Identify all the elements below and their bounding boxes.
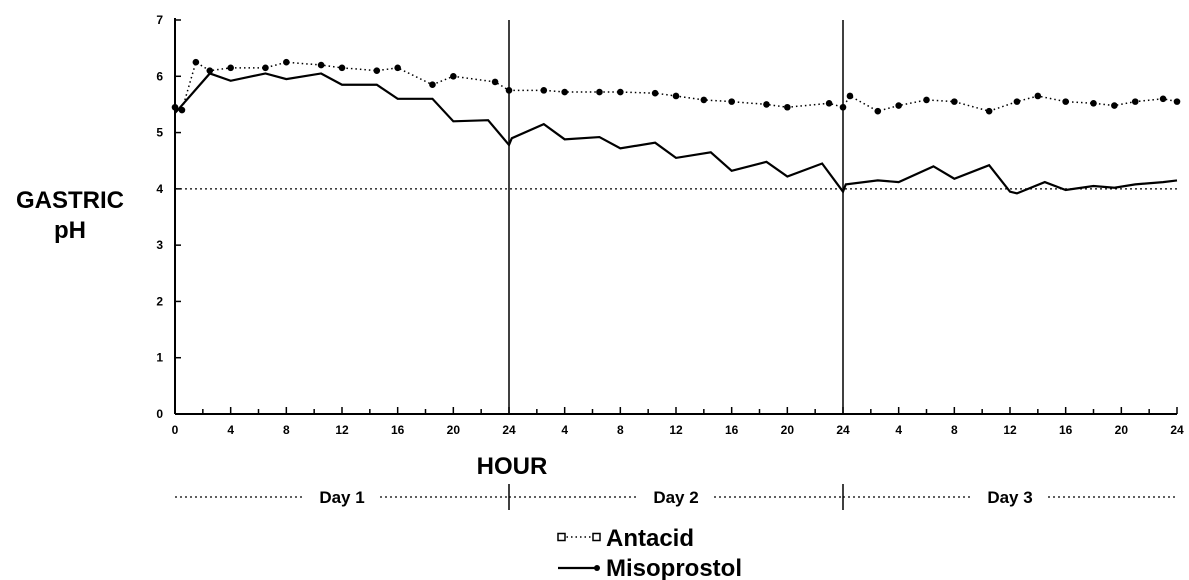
day-label: Day 2 — [653, 488, 698, 507]
y-tick-label: 7 — [156, 13, 163, 27]
x-tick-label: 24 — [836, 423, 850, 437]
series-antacid-point — [1111, 102, 1118, 109]
y-tick-label: 6 — [156, 69, 163, 83]
y-tick-label: 4 — [156, 182, 163, 196]
y-tick-label: 5 — [156, 126, 163, 140]
series-antacid-point — [839, 103, 847, 111]
x-tick-label: 12 — [1003, 423, 1017, 437]
series-antacid-point — [700, 96, 708, 104]
x-tick-label: 12 — [669, 423, 683, 437]
series-antacid-point — [617, 88, 624, 96]
series-antacid-point — [317, 61, 325, 69]
x-axis-label: HOUR — [477, 453, 548, 480]
y-tick-label: 0 — [156, 407, 163, 421]
x-tick-label: 0 — [172, 423, 179, 437]
series-antacid-point — [951, 98, 958, 105]
series-antacid-point — [262, 64, 269, 72]
y-tick-label: 3 — [156, 238, 163, 252]
series-antacid-point — [1173, 98, 1181, 105]
series-antacid-point — [338, 64, 346, 72]
x-tick-label: 20 — [781, 423, 795, 437]
day-label: Day 1 — [319, 488, 364, 507]
x-tick-label: 24 — [502, 423, 516, 437]
series-antacid-point — [895, 102, 902, 109]
x-tick-label: 24 — [1170, 423, 1184, 437]
series-antacid-point — [505, 87, 513, 94]
series-antacid-point — [491, 78, 499, 86]
series-antacid-point — [1090, 100, 1097, 107]
x-tick-label: 4 — [561, 423, 568, 437]
x-tick-label: 20 — [447, 423, 461, 437]
series-antacid-point — [728, 98, 735, 105]
legend-antacid-label: Antacid — [606, 525, 694, 552]
series-antacid-point — [985, 107, 993, 115]
x-tick-label: 8 — [283, 423, 290, 437]
series-antacid-line — [174, 61, 1178, 112]
y-axis-label-line1: GASTRIC — [16, 187, 124, 214]
legend-antacid-marker — [557, 532, 566, 542]
x-tick-label: 16 — [725, 423, 739, 437]
legend-antacid-marker — [592, 532, 601, 542]
x-tick-label: 8 — [951, 423, 958, 437]
x-tick-label: 12 — [335, 423, 349, 437]
series-antacid-point — [1013, 98, 1021, 105]
legend-misoprostol-end — [594, 565, 600, 571]
series-antacid-point — [450, 72, 457, 80]
x-tick-label: 4 — [227, 423, 234, 437]
series-antacid-point — [763, 101, 770, 108]
series-misoprostol-line — [174, 72, 1178, 195]
x-tick-label: 8 — [617, 423, 624, 437]
series-antacid-point — [651, 89, 659, 97]
day-label: Day 3 — [987, 488, 1032, 507]
series-antacid-point — [171, 103, 179, 111]
x-tick-label: 4 — [895, 423, 902, 437]
series-antacid-point — [874, 107, 882, 115]
series-antacid-point — [1034, 92, 1042, 100]
series-antacid-point — [373, 67, 381, 74]
y-tick-label: 2 — [156, 294, 163, 308]
x-tick-label: 20 — [1115, 423, 1129, 437]
y-tick-label: 1 — [156, 351, 163, 365]
series-antacid-point — [846, 92, 854, 100]
series-antacid-point — [1131, 98, 1139, 105]
series-antacid-point — [596, 88, 603, 96]
series-antacid-point — [429, 81, 436, 89]
x-tick-label: 16 — [1059, 423, 1073, 437]
x-tick-label: 16 — [391, 423, 405, 437]
legend-misoprostol-label: Misoprostol — [606, 555, 742, 580]
series-antacid-point — [192, 58, 200, 66]
series-antacid-point — [283, 58, 290, 66]
series-antacid-point — [1159, 95, 1167, 103]
series-antacid-point — [923, 96, 930, 104]
series-antacid-point — [825, 100, 833, 107]
series-antacid-point — [561, 88, 568, 96]
series-antacid-point — [394, 64, 401, 72]
series-antacid-point — [672, 92, 680, 100]
y-axis-label-line2: pH — [54, 217, 86, 244]
series-antacid-point — [227, 64, 234, 72]
series-antacid-point — [1062, 98, 1069, 105]
series-antacid-point — [784, 103, 791, 111]
series-antacid-point — [206, 67, 214, 74]
series-antacid-point — [540, 87, 548, 94]
